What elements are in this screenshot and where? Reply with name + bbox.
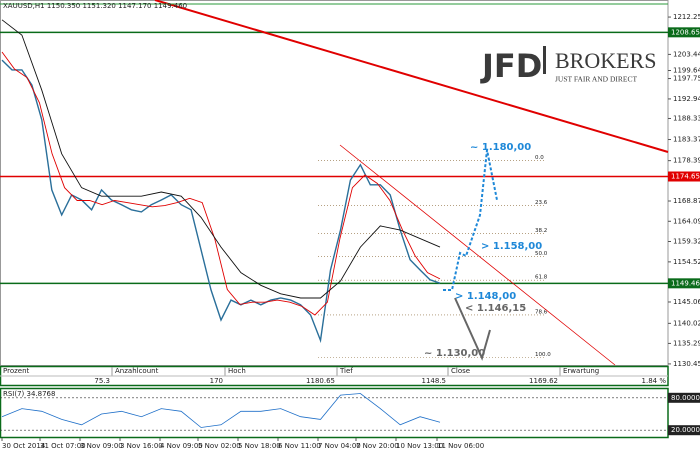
table-header: Close bbox=[451, 367, 470, 375]
y-tick-label: 1197.750 bbox=[673, 75, 700, 83]
logo-name: BROKERS bbox=[555, 48, 656, 73]
table-value: 1169.62 bbox=[529, 377, 558, 385]
x-tick-label: 3 Nov 16:00 bbox=[120, 442, 163, 450]
y-tick-label: 1140.020 bbox=[673, 319, 700, 327]
fib-label: 78.6 bbox=[535, 309, 548, 315]
table-header: Tief bbox=[339, 367, 353, 375]
annotation: < 1.146,15 bbox=[465, 303, 526, 314]
rsi-label: RSI(7) 34.8768 bbox=[3, 390, 55, 398]
y-tick-label: 1145.060 bbox=[673, 298, 700, 306]
x-tick-label: 10 Nov 13:00 bbox=[396, 442, 443, 450]
y-tick-label: 1164.090 bbox=[673, 217, 700, 225]
annotation: ~ 1.180,00 bbox=[470, 142, 531, 153]
fib-label: 38.2 bbox=[535, 228, 547, 234]
main-plot: 1212.250 1203.445 1199.6451197.750 1192.945… bbox=[0, 13, 700, 368]
trend-line bbox=[154, 0, 669, 153]
x-tick-label: 31 Oct 07:00 bbox=[40, 442, 86, 450]
fib-label: 0.0 bbox=[535, 155, 544, 161]
y-tick-label: 1199.645 bbox=[673, 67, 700, 75]
table-header: Erwartung bbox=[563, 367, 599, 375]
fib-label: 23.6 bbox=[535, 200, 548, 206]
y-tick-label: 1135.290 bbox=[673, 339, 700, 347]
x-tick-label: 7 Nov 04:00 bbox=[318, 442, 361, 450]
y-tick-label: 1183.370 bbox=[673, 136, 700, 144]
level-label: 1174.650 bbox=[671, 173, 700, 181]
trend-line bbox=[339, 144, 616, 366]
logo-tagline: JUST FAIR AND DIRECT bbox=[555, 75, 637, 84]
x-tick-label: 6 Nov 11:00 bbox=[278, 442, 321, 450]
fib-label: 61.8 bbox=[535, 275, 548, 281]
y-tick-label: 1130.455 bbox=[673, 360, 700, 368]
table-header: Hoch bbox=[228, 367, 246, 375]
annotation: > 1.158,00 bbox=[481, 241, 542, 252]
x-tick-label: 3 Nov 09:00 bbox=[80, 442, 123, 450]
rsi-level-label: 80.0000 bbox=[671, 394, 700, 402]
table-value: 1148.5 bbox=[422, 377, 447, 385]
x-tick-label: 11 Nov 06:00 bbox=[437, 442, 484, 450]
level-box bbox=[668, 278, 700, 289]
chart-title: XAUUSD,H1 1150.350 1151.320 1147.170 114… bbox=[3, 2, 187, 10]
projection-path bbox=[443, 149, 498, 291]
table-value: 170 bbox=[210, 377, 223, 385]
y-tick-label: 1212.250 bbox=[673, 13, 700, 21]
y-tick-label: 1159.320 bbox=[673, 238, 700, 246]
fib-label: 50.0 bbox=[535, 251, 548, 257]
x-tick-label: 5 Nov 18:00 bbox=[238, 442, 281, 450]
table-value: 75.3 bbox=[94, 377, 110, 385]
annotation: ~ 1.130,00 bbox=[424, 348, 485, 359]
table-header: Prozent bbox=[3, 367, 30, 375]
rsi-level-box bbox=[668, 392, 700, 403]
series-line bbox=[1, 59, 441, 344]
x-tick-label: 7 Nov 20:00 bbox=[356, 442, 399, 450]
projection-path bbox=[454, 297, 491, 361]
stats-table: Prozent 75.3 Anzahlcount 170 Hoch 1180.65 Tief… bbox=[0, 367, 668, 385]
y-tick-label: 1192.945 bbox=[673, 95, 700, 103]
rsi-level-box bbox=[668, 425, 700, 436]
y-tick-label: 1178.390 bbox=[673, 157, 700, 165]
x-tick-label: 5 Nov 02:00 bbox=[198, 442, 241, 450]
series-line bbox=[1, 51, 441, 316]
series-line bbox=[1, 393, 441, 428]
level-box bbox=[668, 171, 700, 182]
table-header: Anzahlcount bbox=[115, 367, 159, 375]
y-tick-label: 1203.445 bbox=[673, 50, 700, 58]
y-tick-label: 1154.520 bbox=[673, 258, 700, 266]
logo-brand: JFD bbox=[480, 47, 542, 85]
rsi-plot: RSI(7) 34.8768 80.0000 20.0000 bbox=[0, 390, 700, 436]
annotation: > 1.148,00 bbox=[455, 291, 516, 302]
level-label: 1208.650 bbox=[671, 28, 700, 36]
table-value: 1180.65 bbox=[306, 377, 335, 385]
main-frame bbox=[0, 0, 669, 366]
x-tick-label: 4 Nov 09:00 bbox=[160, 442, 203, 450]
logo-bar bbox=[543, 46, 546, 74]
y-tick-label: 1168.870 bbox=[673, 197, 700, 205]
series-line bbox=[1, 19, 441, 299]
table-value: 1.84 % bbox=[642, 377, 667, 385]
fib-label: 100.0 bbox=[535, 352, 551, 358]
y-tick-label: 1188.335 bbox=[673, 114, 700, 122]
level-label: 1149.460 bbox=[671, 279, 700, 287]
level-box bbox=[668, 27, 700, 38]
x-tick-label: 30 Oct 2014 bbox=[2, 442, 46, 450]
rsi-level-label: 20.0000 bbox=[671, 426, 700, 434]
